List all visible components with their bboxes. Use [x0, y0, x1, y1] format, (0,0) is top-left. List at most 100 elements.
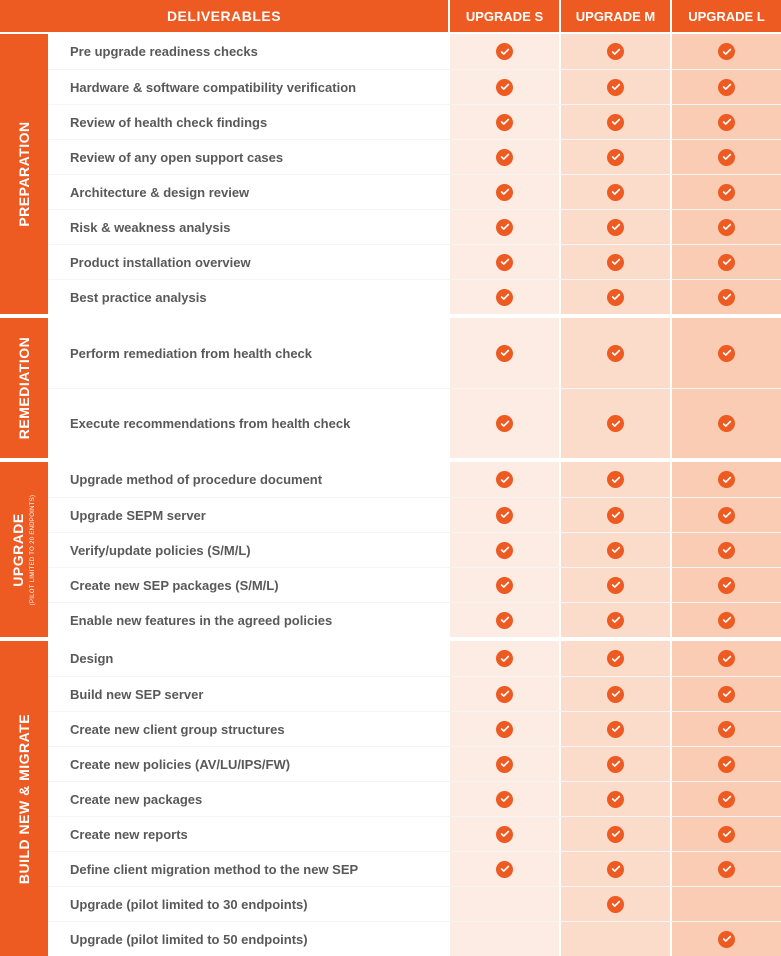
- cell-s: [448, 140, 559, 174]
- cell-l: [670, 462, 781, 497]
- check-icon: [496, 686, 513, 703]
- row-label: Review of health check findings: [48, 105, 448, 139]
- table-row: Upgrade (pilot limited to 50 endpoints): [48, 921, 781, 956]
- cell-l: [670, 922, 781, 956]
- cell-m: [559, 887, 670, 921]
- row-label: Risk & weakness analysis: [48, 210, 448, 244]
- cell-m: [559, 747, 670, 781]
- row-label: Best practice analysis: [48, 280, 448, 314]
- check-icon: [607, 345, 624, 362]
- table-row: Upgrade (pilot limited to 30 endpoints): [48, 886, 781, 921]
- table-row: Upgrade SEPM server: [48, 497, 781, 532]
- check-icon: [718, 471, 735, 488]
- check-icon: [607, 219, 624, 236]
- section-rows: Perform remediation from health checkExe…: [48, 318, 781, 458]
- check-icon: [718, 686, 735, 703]
- deliverables-table: DELIVERABLES UPGRADE S UPGRADE M UPGRADE…: [0, 0, 781, 956]
- row-label: Upgrade method of procedure document: [48, 462, 448, 497]
- cell-m: [559, 175, 670, 209]
- cell-m: [559, 677, 670, 711]
- check-icon: [607, 791, 624, 808]
- section-build: BUILD NEW & MIGRATE DesignBuild new SEP s…: [0, 637, 781, 956]
- row-label: Upgrade SEPM server: [48, 498, 448, 532]
- table-row: Pre upgrade readiness checks: [48, 34, 781, 69]
- check-icon: [718, 184, 735, 201]
- cell-s: [448, 498, 559, 532]
- check-icon: [718, 507, 735, 524]
- cell-l: [670, 568, 781, 602]
- cell-s: [448, 210, 559, 244]
- section-stub-build: BUILD NEW & MIGRATE: [0, 641, 48, 956]
- check-icon: [496, 219, 513, 236]
- check-icon: [496, 43, 513, 60]
- table-row: Build new SEP server: [48, 676, 781, 711]
- check-icon: [718, 345, 735, 362]
- cell-s: [448, 245, 559, 279]
- row-label: Product installation overview: [48, 245, 448, 279]
- cell-l: [670, 389, 781, 458]
- cell-m: [559, 922, 670, 956]
- table-row: Create new packages: [48, 781, 781, 816]
- check-icon: [607, 507, 624, 524]
- cell-l: [670, 887, 781, 921]
- check-icon: [718, 43, 735, 60]
- cell-l: [670, 70, 781, 104]
- table-row: Hardware & software compatibility verifi…: [48, 69, 781, 104]
- cell-l: [670, 105, 781, 139]
- table-row: Architecture & design review: [48, 174, 781, 209]
- check-icon: [607, 650, 624, 667]
- check-icon: [718, 254, 735, 271]
- check-icon: [496, 542, 513, 559]
- cell-l: [670, 140, 781, 174]
- section-title: BUILD NEW & MIGRATE: [17, 713, 31, 883]
- check-icon: [496, 471, 513, 488]
- cell-s: [448, 533, 559, 567]
- table-row: Upgrade method of procedure document: [48, 462, 781, 497]
- row-label: Design: [48, 641, 448, 676]
- row-label: Create new policies (AV/LU/IPS/FW): [48, 747, 448, 781]
- check-icon: [496, 721, 513, 738]
- cell-s: [448, 568, 559, 602]
- section-title: PREPARATION: [17, 121, 31, 226]
- check-icon: [607, 184, 624, 201]
- cell-m: [559, 318, 670, 388]
- section-stub-preparation: PREPARATION: [0, 34, 48, 314]
- row-label: Create new client group structures: [48, 712, 448, 746]
- cell-l: [670, 498, 781, 532]
- section-stub-remediation: REMEDIATION: [0, 318, 48, 458]
- cell-m: [559, 34, 670, 69]
- check-icon: [718, 612, 735, 629]
- cell-s: [448, 747, 559, 781]
- row-label: Hardware & software compatibility verifi…: [48, 70, 448, 104]
- header-deliverables: DELIVERABLES: [0, 0, 448, 32]
- table-row: Define client migration method to the ne…: [48, 851, 781, 886]
- check-icon: [607, 149, 624, 166]
- check-icon: [607, 861, 624, 878]
- cell-m: [559, 70, 670, 104]
- row-label: Verify/update policies (S/M/L): [48, 533, 448, 567]
- check-icon: [496, 826, 513, 843]
- cell-s: [448, 817, 559, 851]
- cell-m: [559, 782, 670, 816]
- check-icon: [496, 861, 513, 878]
- section-preparation: PREPARATION Pre upgrade readiness checksH…: [0, 32, 781, 314]
- check-icon: [607, 686, 624, 703]
- check-icon: [607, 471, 624, 488]
- check-icon: [718, 149, 735, 166]
- section-remediation: REMEDIATIONPerform remediation from heal…: [0, 314, 781, 458]
- cell-s: [448, 175, 559, 209]
- row-label: Perform remediation from health check: [48, 318, 448, 388]
- table-row: Design: [48, 641, 781, 676]
- check-icon: [607, 612, 624, 629]
- cell-m: [559, 280, 670, 314]
- cell-m: [559, 210, 670, 244]
- cell-l: [670, 34, 781, 69]
- section-rows: Pre upgrade readiness checksHardware & s…: [48, 34, 781, 314]
- check-icon: [496, 289, 513, 306]
- table-row: Create new client group structures: [48, 711, 781, 746]
- check-icon: [718, 650, 735, 667]
- cell-s: [448, 782, 559, 816]
- check-icon: [607, 896, 624, 913]
- cell-m: [559, 462, 670, 497]
- row-label: Upgrade (pilot limited to 30 endpoints): [48, 887, 448, 921]
